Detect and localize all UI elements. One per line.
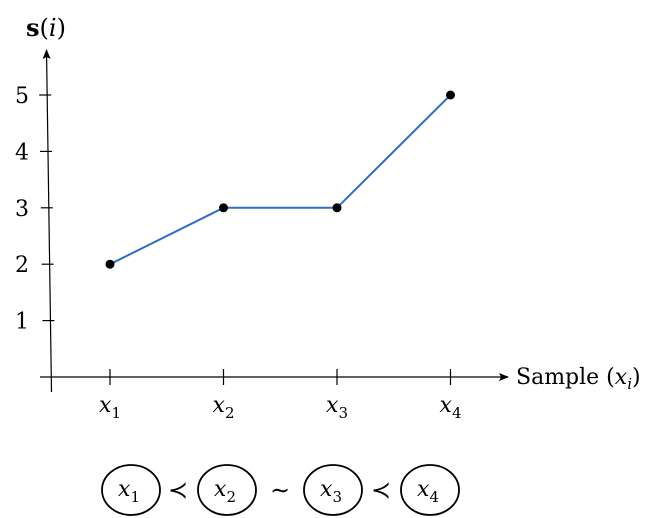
y-axis-title: s(i) [26,13,66,42]
order-relation: ∼ [270,476,290,504]
order-node: x3 [303,464,363,516]
order-node-circle [197,464,257,516]
y-axis-label: s(i) [26,13,66,42]
data-point [332,203,342,213]
order-node: x2 [197,464,257,516]
axes [40,49,509,393]
order-relation: ≺ [168,476,188,504]
x-axis-ticks: x1 x2 x3 x4 [99,369,461,422]
y-tick-label: 2 [15,253,29,278]
y-tick-label: 5 [15,84,29,109]
order-node-label: x2 [214,477,236,506]
x-tick-label: x2 [213,393,235,422]
y-tick-label: 4 [15,140,29,165]
order-node-label: x3 [320,477,342,506]
order-node-label: x4 [417,477,439,506]
order-node: x4 [400,464,460,516]
x-axis-title: Sample (xi) [516,365,641,393]
x-tick-label: x4 [440,393,462,422]
order-node-circle [101,464,161,516]
score-series [105,90,455,269]
data-point [219,203,228,213]
x-tick-label: x3 [326,393,348,422]
y-axis-line [42,49,53,393]
sample-ordering: x1 x2 x3 x4 ≺ ∼ ≺ [101,464,460,516]
x-tick-label: x1 [99,393,121,422]
data-point [105,259,115,269]
y-axis-ticks: 1 2 3 4 5 [15,84,55,335]
y-tick-label: 3 [15,197,29,222]
order-node-circle [400,464,460,516]
order-relation: ≺ [371,476,391,504]
order-node: x1 [101,464,161,516]
order-node-label: x1 [118,477,140,506]
order-node-circle [303,464,363,516]
y-tick-label: 1 [15,310,29,335]
x-axis-label: Sample (xi) [516,365,641,393]
series-line [109,94,452,266]
data-point [446,90,455,100]
